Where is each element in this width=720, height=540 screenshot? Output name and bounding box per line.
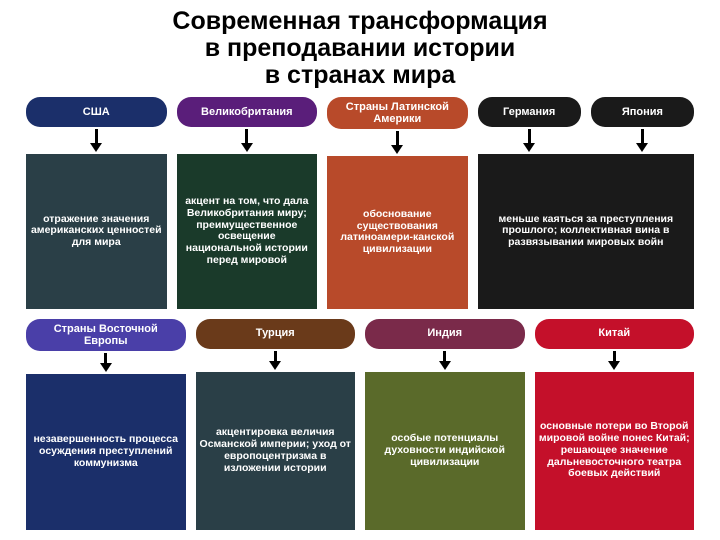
cell-de-jp: Германия Япония меньше каяться за престу… bbox=[478, 97, 694, 309]
pill-cn: Китай bbox=[535, 319, 695, 349]
box-la: обоснование существования латиноамери-ка… bbox=[327, 156, 468, 308]
arrow-icon bbox=[90, 129, 102, 152]
arrow-icon bbox=[523, 129, 535, 152]
pill-in: Индия bbox=[365, 319, 525, 349]
box-de-jp: меньше каяться за преступления прошлого;… bbox=[478, 154, 694, 309]
box-uk: акцент на том, что дала Великобритания м… bbox=[177, 154, 318, 309]
arrow-icon bbox=[100, 353, 112, 372]
arrow-icon bbox=[439, 351, 451, 370]
diagram-grid: США отражение значения американских ценн… bbox=[26, 97, 694, 530]
row-2: Страны Восточной Европы незавершенность … bbox=[26, 319, 694, 531]
arrow-icon bbox=[241, 129, 253, 152]
pill-tr: Турция bbox=[196, 319, 356, 349]
arrow-icon bbox=[636, 129, 648, 152]
pill-jp: Япония bbox=[591, 97, 694, 127]
pill-uk: Великобритания bbox=[177, 97, 318, 127]
page-title: Современная трансформацияв преподавании … bbox=[26, 8, 694, 89]
box-ee: незавершенность процесса осуждения прест… bbox=[26, 374, 186, 530]
cell-in: Индия особые потенциалы духовности индий… bbox=[365, 319, 525, 531]
cell-ee: Страны Восточной Европы незавершенность … bbox=[26, 319, 186, 531]
row-1: США отражение значения американских ценн… bbox=[26, 97, 694, 309]
cell-tr: Турция акцентировка величия Османской им… bbox=[196, 319, 356, 531]
page: Современная трансформацияв преподавании … bbox=[0, 0, 720, 540]
cell-uk: Великобритания акцент на том, что дала В… bbox=[177, 97, 318, 309]
pill-us: США bbox=[26, 97, 167, 127]
cell-la: Страны Латинской Америки обоснование сущ… bbox=[327, 97, 468, 309]
pill-la: Страны Латинской Америки bbox=[327, 97, 468, 129]
arrow-icon bbox=[608, 351, 620, 370]
pill-de: Германия bbox=[478, 97, 581, 127]
cell-us: США отражение значения американских ценн… bbox=[26, 97, 167, 309]
box-cn: основные потери во Второй мировой войне … bbox=[535, 372, 695, 531]
pill-ee: Страны Восточной Европы bbox=[26, 319, 186, 351]
cell-cn: Китай основные потери во Второй мировой … bbox=[535, 319, 695, 531]
box-tr: акцентировка величия Османской империи; … bbox=[196, 372, 356, 531]
box-us: отражение значения американских ценносте… bbox=[26, 154, 167, 309]
arrow-icon bbox=[269, 351, 281, 370]
box-in: особые потенциалы духовности индийской ц… bbox=[365, 372, 525, 531]
arrow-icon bbox=[391, 131, 403, 154]
